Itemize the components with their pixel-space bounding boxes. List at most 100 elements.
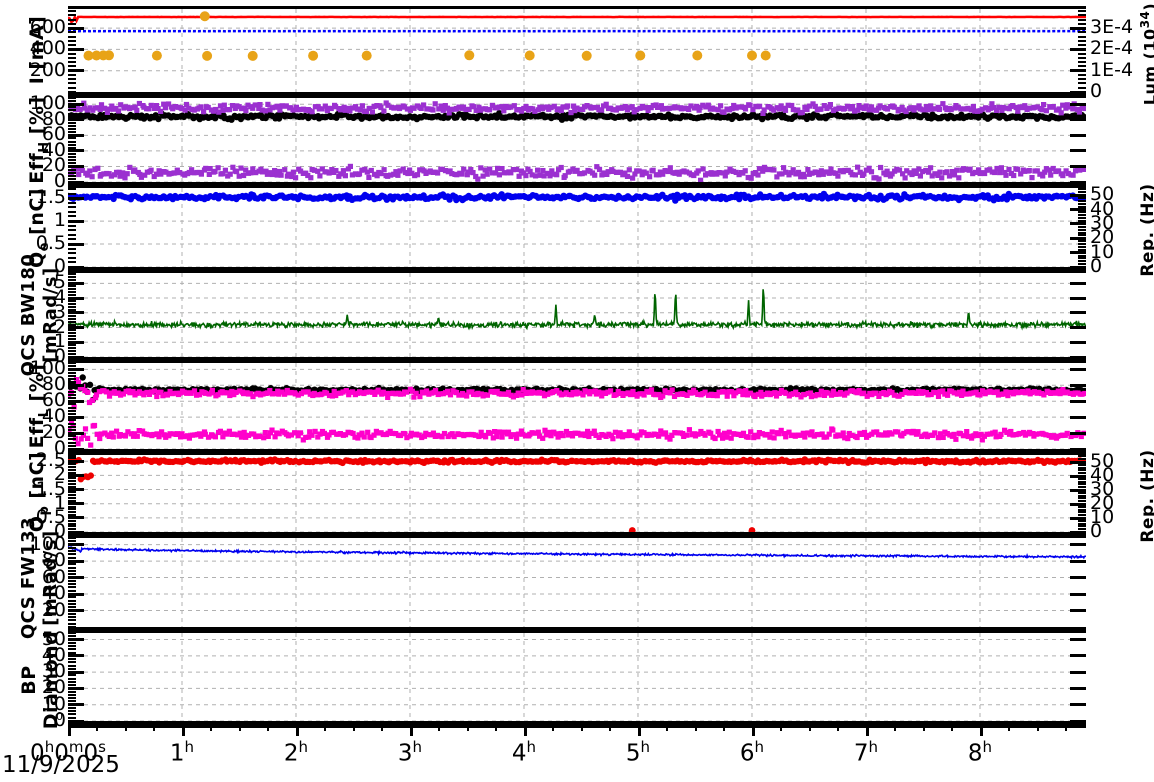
y-tick-label: 0 (53, 255, 66, 277)
y-major-tick (68, 719, 84, 723)
ytitle-current: I [mA] (26, 15, 48, 85)
y-major-tick (68, 47, 84, 51)
y-minor-tick (68, 684, 76, 687)
ytitle-right-rep-qp: Rep. (Hz) (1138, 449, 1154, 543)
y-tick-label: 0.5 (35, 505, 66, 528)
y-major-tick (68, 340, 84, 344)
y-minor-tick (68, 308, 76, 311)
ytitle-eff-l: EffL [%] (26, 363, 52, 449)
y-minor-tick (68, 706, 76, 709)
y-minor-tick (68, 540, 76, 543)
y-right-minor-tick (1078, 82, 1086, 85)
y-tick-label: 60 (41, 389, 66, 412)
panel-qp (68, 452, 1086, 535)
y-right-minor-tick (1078, 202, 1086, 205)
y-right-minor-tick (1078, 211, 1086, 214)
x-minor-tick (438, 724, 441, 731)
y-tick-label: 40 (41, 582, 66, 605)
plot-area-bp_diamond (68, 633, 1086, 721)
y-right-minor-tick (1078, 491, 1086, 494)
y-right-minor-tick (1078, 514, 1086, 517)
y-minor-tick (68, 261, 76, 264)
plot-area-current (68, 9, 1086, 92)
y-minor-tick (68, 140, 76, 143)
y-right-major-tick (1070, 47, 1086, 51)
y-minor-tick (68, 44, 76, 47)
y-minor-tick (68, 125, 76, 127)
y-minor-tick (68, 519, 76, 522)
y-major-tick (68, 703, 84, 707)
y-minor-tick (68, 435, 76, 438)
y-right-major-tick (1070, 383, 1086, 387)
y-minor-tick (68, 428, 76, 431)
y-right-minor-tick (1078, 52, 1086, 55)
y-right-major-tick (1070, 296, 1086, 300)
y-major-tick (68, 242, 84, 246)
y-minor-tick (68, 137, 76, 140)
y-right-minor-tick (1078, 505, 1086, 508)
y-minor-tick (68, 397, 76, 400)
y-minor-tick (68, 56, 76, 59)
left-axis-qcs_bw180 (68, 273, 84, 359)
y-right-tick-label: 30 (1090, 478, 1115, 500)
y-minor-tick (68, 323, 76, 326)
y-minor-tick (68, 233, 76, 236)
y-right-major-tick (1070, 281, 1086, 285)
y-minor-tick (68, 528, 76, 531)
x-minor-tick (1036, 724, 1039, 731)
y-minor-tick (68, 465, 76, 468)
right-axis-bp_diamond (1070, 633, 1086, 723)
y-right-minor-tick (1078, 508, 1086, 511)
y-minor-tick (68, 626, 76, 628)
y-right-minor-tick (1078, 245, 1086, 248)
left-axis-bp_diamond (68, 632, 84, 723)
y-minor-tick (68, 320, 76, 323)
y-minor-tick (68, 494, 76, 497)
x-major-tick (181, 724, 185, 736)
y-major-tick (68, 638, 84, 642)
y-right-tick-label: 3E-4 (1090, 16, 1134, 39)
x-minor-tick (894, 724, 897, 731)
left-axis-qcs_fw133 (68, 537, 84, 628)
y-minor-tick (68, 314, 76, 317)
ytitle-qcs-fw133: QCS FW133 (18, 516, 39, 640)
y-right-major-tick (1070, 311, 1086, 315)
y-minor-tick (68, 14, 76, 17)
y-minor-tick (68, 550, 76, 553)
y-minor-tick (68, 514, 76, 516)
y-minor-tick (68, 168, 76, 171)
y-minor-tick (68, 499, 76, 502)
x-minor-tick (1065, 724, 1068, 731)
right-axis-eff_low (1070, 363, 1086, 451)
y-right-major-tick (1070, 488, 1086, 492)
x-minor-tick (922, 724, 925, 731)
y-right-minor-tick (1078, 257, 1086, 260)
y-minor-tick (68, 146, 76, 149)
x-major-tick (523, 724, 527, 736)
y-right-major-tick (1070, 133, 1086, 137)
panel-eff_high (68, 95, 1086, 185)
y-right-major-tick (1070, 474, 1086, 478)
y-minor-tick (68, 482, 76, 485)
y-major-tick (68, 654, 84, 658)
y-minor-tick (68, 522, 76, 525)
y-right-minor-tick (1078, 248, 1086, 251)
y-minor-tick (68, 387, 76, 390)
y-minor-tick (68, 525, 76, 528)
y-minor-tick (68, 374, 76, 377)
y-minor-tick (68, 109, 76, 112)
panel-qe (68, 185, 1086, 270)
y-right-minor-tick (1078, 522, 1086, 525)
y-right-major-tick (1070, 686, 1086, 690)
y-minor-tick (68, 206, 76, 209)
y-right-tick-label: 10 (1090, 506, 1115, 528)
y-minor-tick (68, 589, 76, 592)
x-minor-tick (694, 724, 697, 731)
y-right-tick-label: 40 (1090, 197, 1115, 220)
y-minor-tick (68, 651, 76, 654)
y-minor-tick (68, 201, 76, 204)
y-right-major-tick (1070, 149, 1086, 153)
y-minor-tick (68, 112, 76, 115)
y-right-minor-tick (1078, 466, 1086, 469)
